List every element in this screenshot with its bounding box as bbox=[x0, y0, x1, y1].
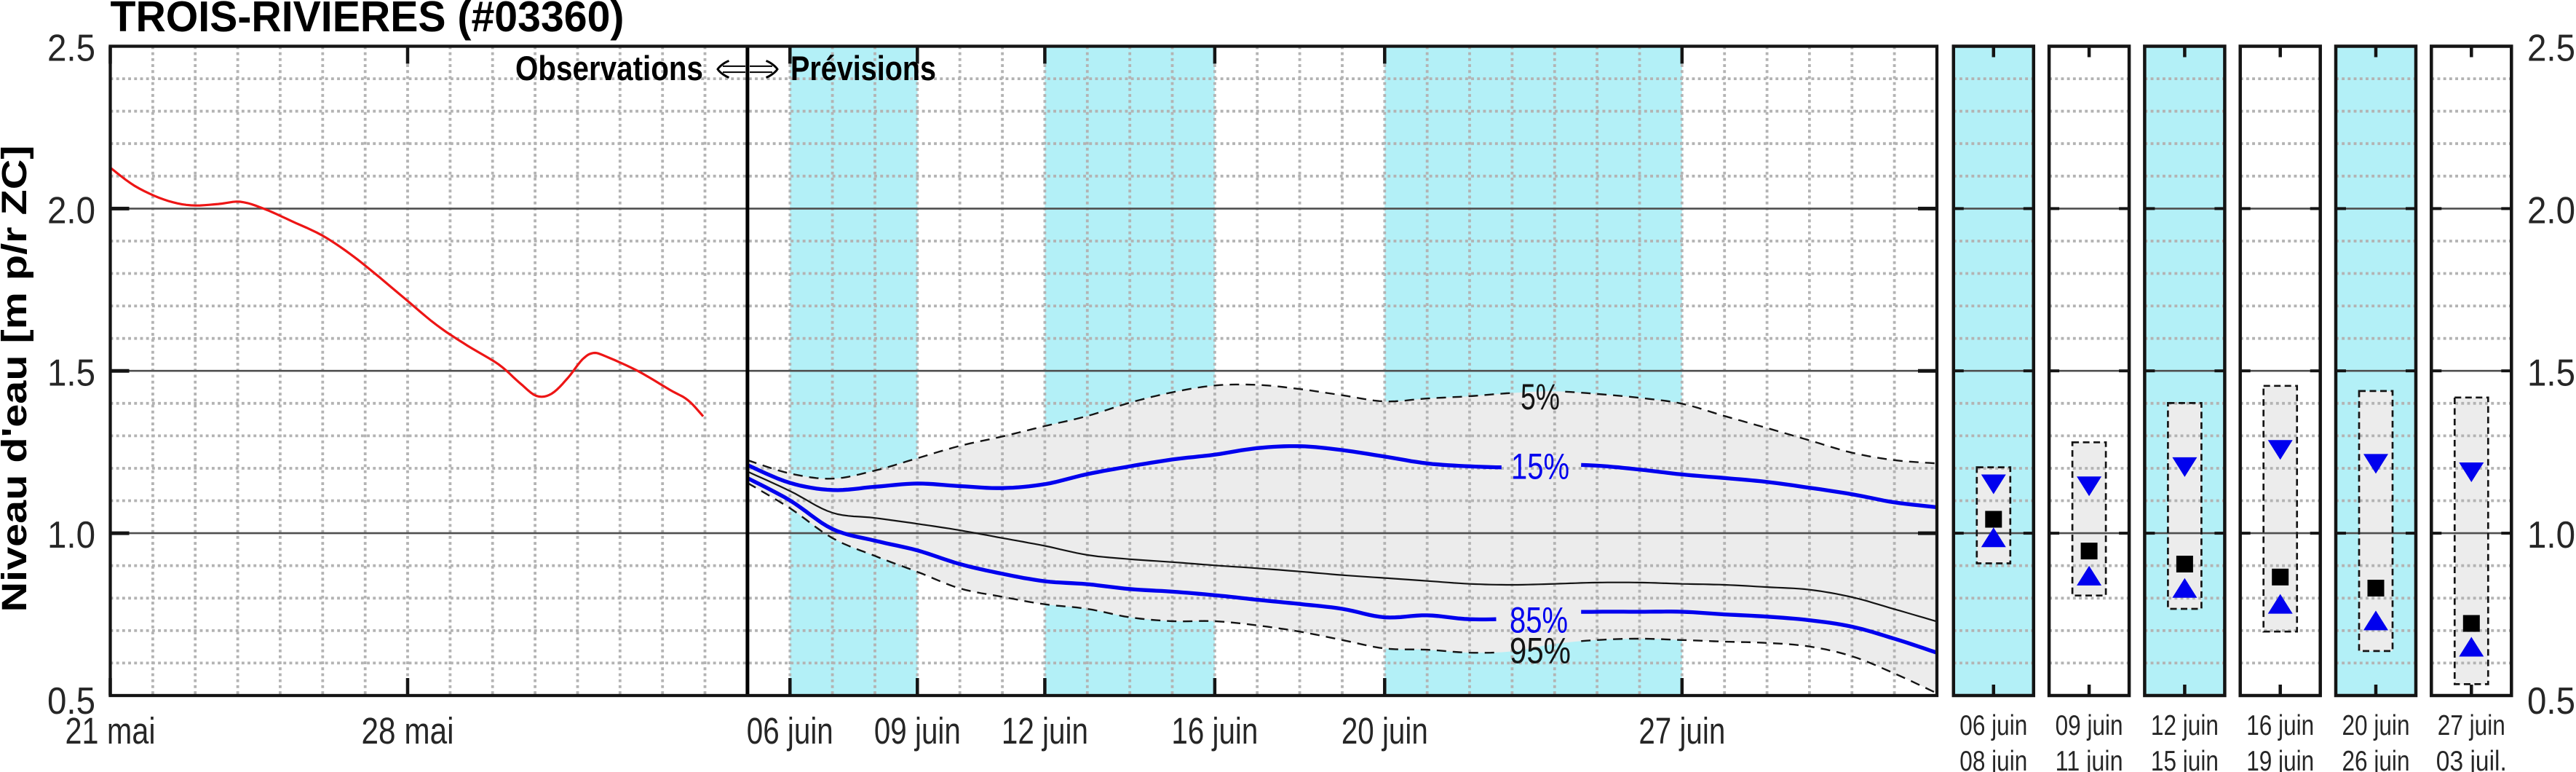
svg-text:95%: 95% bbox=[1510, 630, 1571, 671]
svg-text:2.5: 2.5 bbox=[47, 28, 95, 70]
svg-text:0.5: 0.5 bbox=[2527, 680, 2575, 722]
svg-text:5%: 5% bbox=[1521, 377, 1560, 417]
svg-text:06 juin: 06 juin bbox=[747, 710, 833, 752]
svg-text:27 juin: 27 juin bbox=[1638, 710, 1725, 752]
svg-text:06 juin: 06 juin bbox=[1959, 710, 2027, 741]
svg-text:08 juin: 08 juin bbox=[1959, 746, 2027, 772]
svg-text:12 juin: 12 juin bbox=[1002, 710, 1088, 752]
svg-text:Observations: Observations bbox=[515, 49, 703, 87]
svg-text:2.0: 2.0 bbox=[2527, 189, 2575, 232]
svg-text:20 juin: 20 juin bbox=[1341, 710, 1428, 752]
svg-text:1.5: 1.5 bbox=[47, 352, 95, 394]
svg-text:2.0: 2.0 bbox=[47, 189, 95, 232]
svg-text:09 juin: 09 juin bbox=[874, 710, 961, 752]
svg-text:15%: 15% bbox=[1511, 446, 1569, 487]
svg-text:1.5: 1.5 bbox=[2527, 352, 2575, 394]
svg-text:15 juin: 15 juin bbox=[2151, 746, 2219, 772]
svg-text:85%: 85% bbox=[1510, 599, 1568, 640]
svg-text:16 juin: 16 juin bbox=[2246, 710, 2314, 741]
svg-text:1.0: 1.0 bbox=[2527, 514, 2575, 556]
svg-text:28 mai: 28 mai bbox=[362, 710, 454, 752]
svg-text:Niveau d'eau [m p/r ZC]: Niveau d'eau [m p/r ZC] bbox=[0, 146, 34, 613]
svg-text:27 juin: 27 juin bbox=[2438, 710, 2505, 741]
svg-text:19 juin: 19 juin bbox=[2246, 746, 2314, 772]
svg-text:TROIS-RIVIERES (#03360): TROIS-RIVIERES (#03360) bbox=[111, 0, 625, 41]
svg-text:11 juin: 11 juin bbox=[2056, 746, 2123, 772]
svg-text:09 juin: 09 juin bbox=[2056, 710, 2123, 741]
svg-text:0.5: 0.5 bbox=[47, 680, 95, 722]
svg-text:12 juin: 12 juin bbox=[2151, 710, 2219, 741]
svg-text:26 juin: 26 juin bbox=[2342, 746, 2410, 772]
svg-text:20 juin: 20 juin bbox=[2342, 710, 2410, 741]
svg-text:03 juil.: 03 juil. bbox=[2436, 746, 2507, 772]
svg-text:2.5: 2.5 bbox=[2527, 28, 2575, 70]
svg-text:16 juin: 16 juin bbox=[1171, 710, 1258, 752]
svg-text:1.0: 1.0 bbox=[47, 514, 95, 556]
svg-text:Prévisions: Prévisions bbox=[790, 49, 936, 87]
svg-text:21 mai: 21 mai bbox=[66, 710, 156, 752]
